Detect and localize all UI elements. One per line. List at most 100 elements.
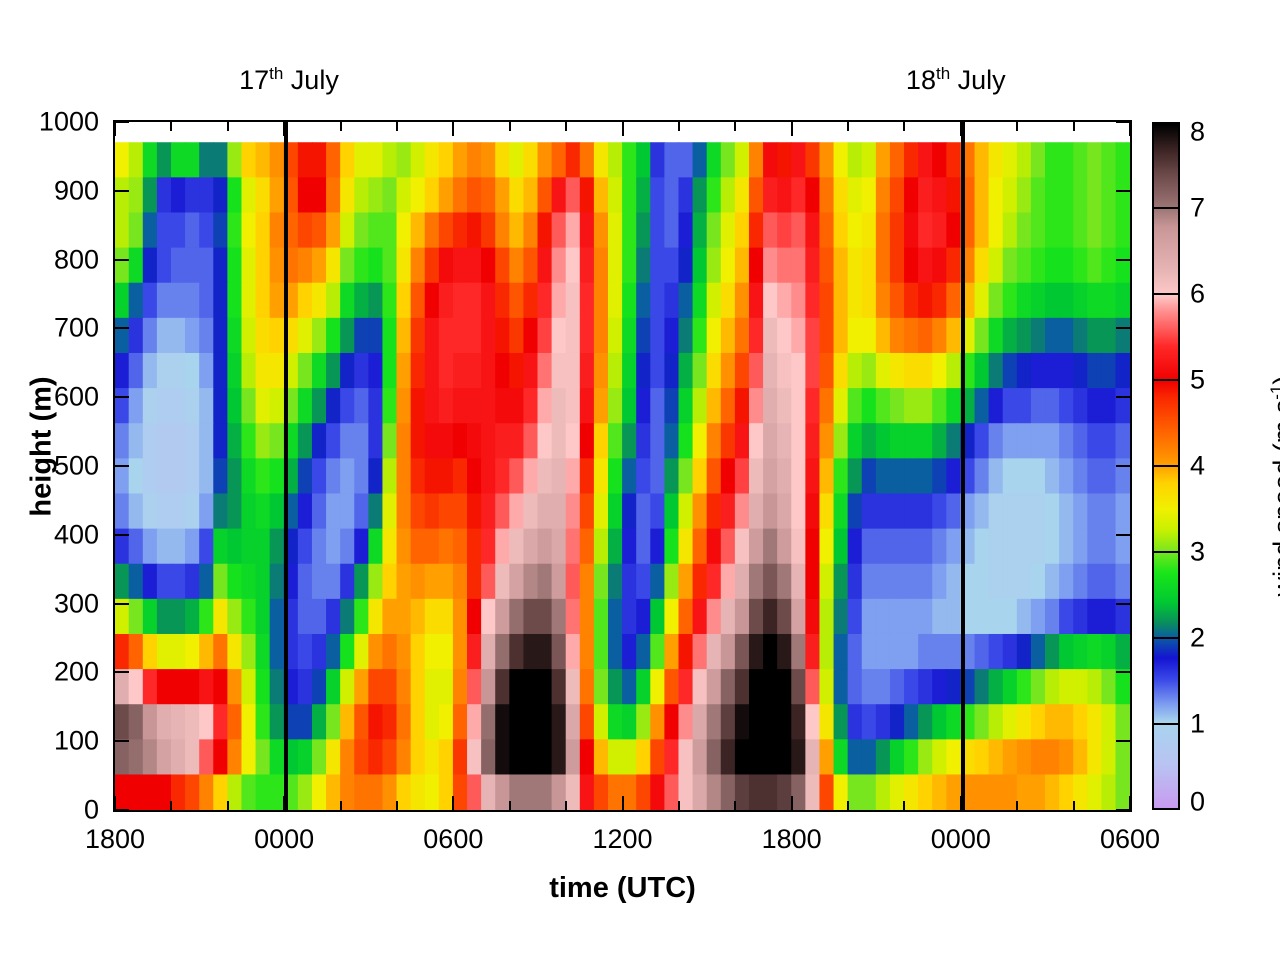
x-tick-major — [452, 120, 455, 136]
colorbar-tick — [1152, 293, 1180, 295]
y-tick-major — [113, 396, 129, 399]
colorbar-tick-label: 0 — [1190, 786, 1206, 817]
x-tick-major — [621, 796, 624, 812]
y-tick-major — [1116, 671, 1132, 674]
x-tick-minor — [847, 801, 850, 812]
y-tick-label: 100 — [53, 725, 99, 756]
x-tick-label: 0000 — [254, 824, 315, 854]
x-tick-minor — [508, 801, 511, 812]
x-axis-title: time (UTC) — [549, 872, 696, 904]
x-tick-minor — [339, 120, 342, 131]
y-tick-major — [113, 809, 129, 811]
colorbar-tick-label: 5 — [1190, 364, 1206, 395]
x-tick-label: 0600 — [423, 824, 484, 854]
y-tick-major — [1116, 809, 1132, 811]
x-tick-major — [790, 796, 793, 812]
x-tick-minor — [1016, 120, 1019, 131]
y-tick-major — [1116, 258, 1132, 261]
y-tick-label: 900 — [53, 175, 99, 206]
day-label-18-july: 18th July — [905, 64, 1006, 95]
colorbar-tick — [1152, 723, 1180, 725]
x-tick-major — [1129, 796, 1131, 812]
y-tick-major — [113, 602, 129, 605]
y-tick-major — [1116, 121, 1132, 123]
y-tick-label: 1000 — [38, 106, 99, 137]
x-tick-minor — [395, 120, 398, 131]
colorbar-tick-label: 8 — [1190, 116, 1206, 147]
x-tick-minor — [1072, 801, 1075, 812]
day-divider-line-1 — [284, 122, 289, 810]
heatmap-canvas-wrap — [115, 122, 1130, 810]
colorbar-tick — [1152, 379, 1180, 381]
y-tick-major — [113, 121, 129, 123]
y-tick-major — [1116, 533, 1132, 536]
heatmap-canvas — [115, 122, 1130, 810]
colorbar-tick — [1152, 465, 1180, 467]
x-tick-label: 1200 — [592, 824, 653, 854]
x-tick-label: 0600 — [1099, 824, 1161, 854]
y-tick-major — [113, 533, 129, 536]
y-tick-major — [1116, 189, 1132, 192]
x-tick-minor — [1016, 801, 1019, 812]
y-tick-label: 600 — [53, 381, 99, 412]
colorbar-title: wind speed (m s-1) — [1267, 376, 1280, 597]
y-tick-label: 200 — [53, 656, 99, 687]
x-tick-minor — [847, 120, 850, 131]
day-divider-line-2 — [960, 122, 965, 810]
y-axis-title: height (m) — [25, 376, 58, 517]
x-tick-major — [1129, 120, 1131, 136]
colorbar-tick — [1152, 551, 1180, 553]
x-tick-minor — [565, 801, 568, 812]
y-tick-major — [1116, 327, 1132, 330]
x-tick-minor — [734, 801, 737, 812]
x-tick-label: 0000 — [930, 824, 991, 854]
x-tick-major — [621, 120, 624, 136]
x-tick-minor — [339, 801, 342, 812]
colorbar-tick-label: 3 — [1190, 536, 1206, 567]
colorbar-tick-label: 1 — [1190, 708, 1206, 739]
y-tick-label: 700 — [53, 312, 99, 343]
y-tick-label: 400 — [53, 519, 99, 550]
y-tick-major — [113, 258, 129, 261]
x-tick-minor — [395, 801, 398, 812]
x-tick-major — [114, 796, 116, 812]
y-tick-major — [1116, 465, 1132, 467]
y-tick-major — [113, 465, 129, 467]
y-tick-major — [113, 189, 129, 192]
colorbar-tick — [1152, 207, 1180, 209]
y-tick-label: 500 — [53, 450, 99, 481]
x-tick-label: 1800 — [84, 824, 146, 854]
x-tick-major — [790, 120, 793, 136]
colorbar-tick-label: 2 — [1190, 622, 1206, 653]
x-tick-minor — [565, 120, 568, 131]
y-tick-major — [113, 327, 129, 330]
y-tick-major — [113, 740, 129, 743]
x-tick-minor — [903, 801, 906, 812]
colorbar-tick — [1152, 637, 1180, 639]
x-tick-major — [452, 796, 455, 812]
y-tick-major — [1116, 740, 1132, 743]
x-tick-label: 1800 — [761, 824, 822, 854]
x-tick-minor — [677, 801, 680, 812]
x-tick-minor — [903, 120, 906, 131]
y-tick-label: 800 — [53, 244, 99, 275]
x-tick-minor — [226, 801, 229, 812]
x-tick-minor — [170, 120, 173, 131]
x-tick-minor — [1072, 120, 1075, 131]
x-tick-minor — [734, 120, 737, 131]
x-tick-major — [114, 120, 116, 136]
y-tick-major — [113, 671, 129, 674]
colorbar-tick-label: 4 — [1190, 450, 1206, 481]
x-tick-minor — [170, 801, 173, 812]
heatmap-plot-area — [113, 120, 1132, 812]
x-tick-minor — [226, 120, 229, 131]
colorbar-tick-label: 7 — [1190, 192, 1206, 223]
colorbar-tick-label: 6 — [1190, 278, 1206, 309]
y-tick-major — [1116, 396, 1132, 399]
y-tick-label: 300 — [53, 588, 99, 619]
day-label-17-july: 17th July — [239, 64, 339, 95]
x-tick-minor — [677, 120, 680, 131]
y-tick-label: 0 — [83, 794, 99, 825]
y-tick-major — [1116, 602, 1132, 605]
